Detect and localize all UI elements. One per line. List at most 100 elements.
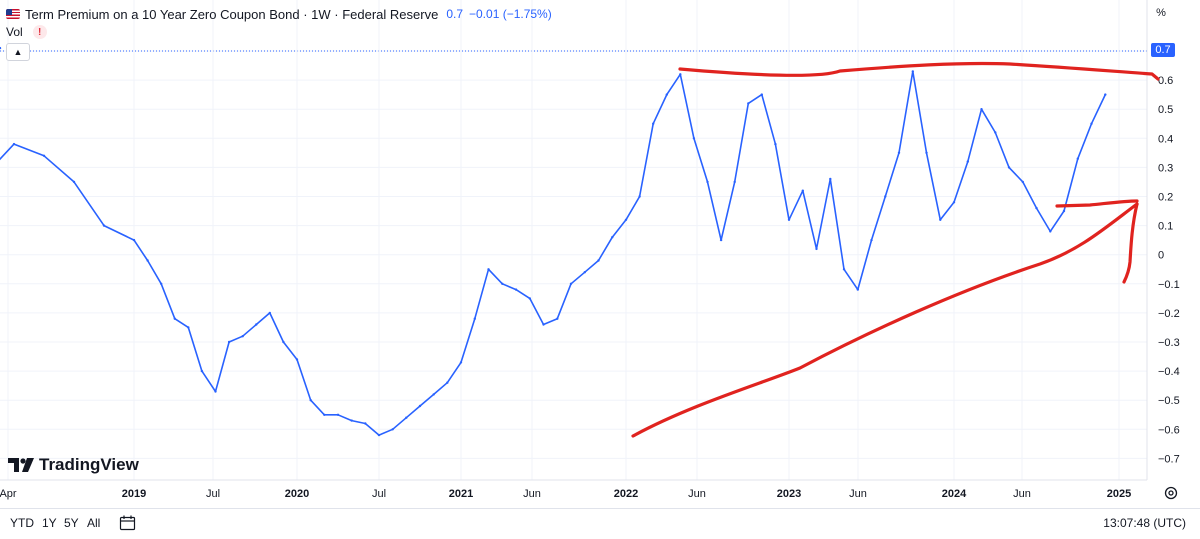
data-point (473, 317, 476, 320)
x-tick-label: Jun (1013, 488, 1031, 500)
data-point (350, 419, 353, 422)
range-5y-button[interactable]: 5Y (64, 516, 79, 530)
data-point (556, 317, 559, 320)
data-point (706, 180, 709, 184)
x-tick-label: 2022 (614, 488, 638, 500)
data-point (925, 151, 928, 154)
data-point (102, 224, 106, 227)
y-tick-label: 0.4 (1158, 133, 1173, 145)
data-point (268, 311, 271, 315)
data-point (405, 416, 408, 419)
data-point (227, 340, 231, 344)
data-point (897, 151, 901, 154)
x-tick-label: Jul (206, 488, 220, 500)
y-tick-label: −0.5 (1158, 395, 1180, 407)
annotation-stroke (1055, 199, 1139, 208)
data-point (1021, 180, 1024, 184)
annotation-stroke (631, 202, 1139, 438)
data-point (870, 238, 873, 242)
y-tick-label: 0.5 (1158, 104, 1173, 116)
chart-header: Term Premium on a 10 Year Zero Coupon Bo… (6, 5, 552, 23)
x-tick-label: Jul (372, 488, 386, 500)
y-tick-label: −0.1 (1158, 279, 1180, 291)
alert-icon[interactable]: ! (32, 25, 47, 39)
data-point (501, 282, 504, 285)
data-point (432, 393, 435, 396)
data-point (336, 413, 340, 416)
data-point (774, 142, 777, 146)
y-tick-label: 0.1 (1158, 221, 1173, 233)
flag-icon (6, 9, 20, 19)
range-ytd-button[interactable]: YTD (10, 516, 34, 530)
data-point (214, 390, 217, 393)
data-point (309, 399, 312, 402)
data-point (1104, 93, 1107, 96)
x-tick-label: Jun (849, 488, 867, 500)
data-point (295, 358, 299, 361)
chevron-up-icon[interactable]: ▲ (6, 43, 30, 61)
y-tick-label: −0.4 (1158, 366, 1180, 378)
data-point (939, 218, 942, 221)
data-point (815, 247, 818, 251)
data-point (911, 70, 914, 73)
x-tick-label: Jun (688, 488, 706, 500)
date-range-icon[interactable] (119, 515, 137, 531)
chart-title[interactable]: Term Premium on a 10 Year Zero Coupon Bo… (25, 6, 439, 22)
data-point (514, 288, 518, 291)
y-tick-label: 0.2 (1158, 192, 1173, 204)
data-point (0, 46, 2, 50)
data-point (1007, 166, 1011, 169)
data-point (583, 271, 586, 274)
data-point (1090, 122, 1093, 125)
data-point (160, 282, 163, 285)
data-point (733, 180, 736, 184)
annotation-stroke (1122, 202, 1139, 284)
value-change: −0.01 (−1.75%) (469, 7, 552, 21)
data-point (842, 268, 846, 271)
data-point (542, 323, 545, 326)
data-point (952, 201, 956, 204)
data-point (323, 413, 326, 416)
volume-legend[interactable]: Vol ! (6, 25, 47, 39)
data-point (446, 381, 449, 384)
data-point (966, 160, 969, 163)
y-tick-label: −0.7 (1158, 453, 1180, 465)
utc-clock[interactable]: 13:07:48 (UTC) (1103, 516, 1186, 530)
range-all-button[interactable]: All (87, 516, 101, 530)
data-point (391, 428, 394, 431)
data-point (173, 317, 176, 320)
data-point (980, 108, 983, 111)
data-point (528, 297, 531, 300)
y-tick-label: −0.3 (1158, 337, 1180, 349)
x-tick-label: 2023 (777, 488, 801, 500)
data-point (665, 93, 668, 96)
y-tick-label: −0.6 (1158, 424, 1180, 436)
x-tick-label: 2024 (942, 488, 967, 500)
x-tick-label: 2021 (449, 488, 473, 500)
data-point (146, 259, 149, 262)
series-line (0, 70, 1107, 436)
volume-label: Vol (6, 25, 23, 39)
data-point (719, 238, 723, 242)
x-tick-label: Jun (523, 488, 541, 500)
data-point (418, 404, 422, 408)
data-point (1049, 230, 1052, 233)
data-point (611, 236, 614, 239)
tradingview-logo[interactable]: TradingView (8, 455, 139, 475)
data-point (747, 102, 750, 105)
data-point (624, 218, 628, 221)
data-point (856, 288, 859, 291)
y-tick-label: −0.2 (1158, 308, 1180, 320)
axis-unit-label[interactable]: % (1156, 7, 1166, 19)
data-point (255, 323, 258, 326)
gear-icon[interactable] (1163, 485, 1179, 501)
range-1y-button[interactable]: 1Y (42, 516, 57, 530)
data-point (994, 131, 997, 134)
data-point (638, 195, 641, 198)
data-point (364, 422, 367, 425)
last-value-badge: 0.7 (1151, 43, 1175, 57)
x-tick-label: 2019 (122, 488, 146, 500)
logo-text: TradingView (39, 455, 139, 474)
